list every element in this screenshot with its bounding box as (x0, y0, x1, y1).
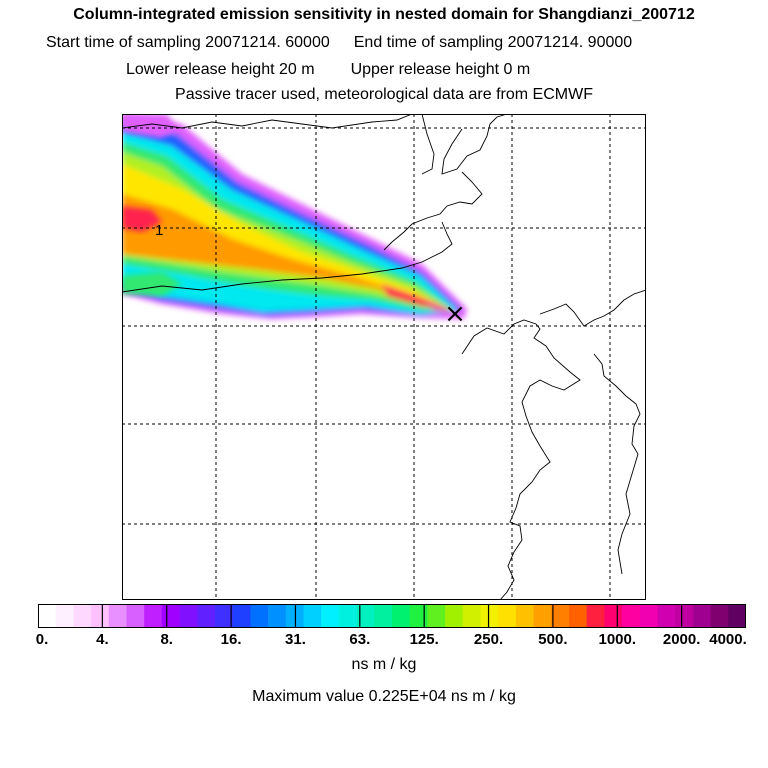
colorbar-tick-label: 16. (220, 631, 242, 648)
plume-violet-corner (122, 114, 177, 138)
colorbar-tick-label: 125. (409, 631, 439, 648)
colorbar-cell (622, 604, 641, 628)
start-time-label: Start time of sampling 20071214. 60000 (46, 34, 330, 51)
colorbar (38, 604, 746, 628)
release-heights: Lower release height 20 m Upper release h… (126, 61, 530, 79)
plume-red-west (122, 206, 162, 232)
colorbar-cell (338, 604, 357, 628)
colorbar-cell (392, 604, 410, 628)
colorbar-cell (427, 604, 446, 628)
colorbar-cell (586, 604, 605, 628)
upper-release-label: Upper release height 0 m (350, 61, 531, 78)
colorbar-cell (462, 604, 481, 628)
colorbar-cell (161, 604, 180, 628)
colorbar-cell (215, 604, 233, 628)
plume-magenta (422, 298, 452, 312)
colorbar-cell (515, 604, 534, 628)
colorbar-cell (445, 604, 464, 628)
colorbar-cell (657, 604, 676, 628)
colorbar-tick-label: 31. (285, 631, 306, 648)
colorbar-cell (197, 604, 216, 628)
colorbar-cell (179, 604, 198, 628)
colorbar-cell (675, 604, 694, 628)
plume-orange (122, 194, 447, 310)
colorbar-cell (604, 604, 623, 628)
colorbar-cell (321, 604, 340, 628)
colorbar-cell (268, 604, 287, 628)
colorbar-cell (232, 604, 251, 628)
colorbar-cell (728, 604, 746, 628)
colorbar-cell (144, 604, 163, 628)
colorbar-tick-label: 250. (473, 631, 504, 648)
end-time-label: End time of sampling 20071214. 90000 (353, 34, 633, 51)
colorbar-cell (91, 604, 110, 628)
colorbar-cell (126, 604, 145, 628)
colorbar-tick-label: 4. (96, 631, 109, 648)
colorbar-cell (108, 604, 127, 628)
colorbar-cell (639, 604, 658, 628)
colorbar-cell (38, 604, 56, 628)
colorbar-cell (285, 604, 304, 628)
lower-release-label: Lower release height 20 m (126, 61, 315, 78)
colorbar-tick-label: 0. (35, 631, 49, 648)
plume-lime (122, 152, 452, 310)
colorbar-tick-label: 8. (160, 631, 173, 648)
tracer-info: Passive tracer used, meteorological data… (175, 86, 593, 103)
colorbar-cell (551, 604, 570, 628)
colorbar-cell (480, 604, 499, 628)
map-panel: 1 × (122, 114, 646, 600)
colorbar-cell (498, 604, 517, 628)
colorbar-tick-label: 1000. (598, 631, 637, 648)
colorbar-cell (356, 604, 375, 628)
maximum-value-label: Maximum value 0.225E+04 ns m / kg (252, 688, 516, 705)
plume (122, 114, 467, 319)
sampling-times: Start time of sampling 20071214. 60000 En… (46, 34, 632, 52)
colorbar-cell (409, 604, 428, 628)
chart-title: Column-integrated emission sensitivity i… (73, 6, 695, 23)
colorbar-frame (38, 604, 746, 628)
colorbar-cell (710, 604, 729, 628)
colorbar-cell (73, 604, 92, 628)
colorbar-tick-label: 2000. (662, 631, 701, 648)
colorbar-tick-label: 63. (349, 631, 371, 648)
colorbar-cell (569, 604, 587, 628)
colorbar-tick-label: 500. (538, 631, 568, 648)
colorbar-cell (374, 604, 393, 628)
colorbar-cell (533, 604, 552, 628)
map-frame (122, 114, 646, 600)
colorbar-cell (692, 604, 711, 628)
colorbar-tick-label: 4000. (709, 631, 747, 648)
contour-label: 1 (155, 222, 163, 239)
colorbar-cell (250, 604, 269, 628)
units-label: ns m / kg (351, 656, 417, 673)
colorbar-cell (55, 604, 74, 628)
release-site-marker: × (444, 299, 466, 329)
colorbar-cell (303, 604, 322, 628)
